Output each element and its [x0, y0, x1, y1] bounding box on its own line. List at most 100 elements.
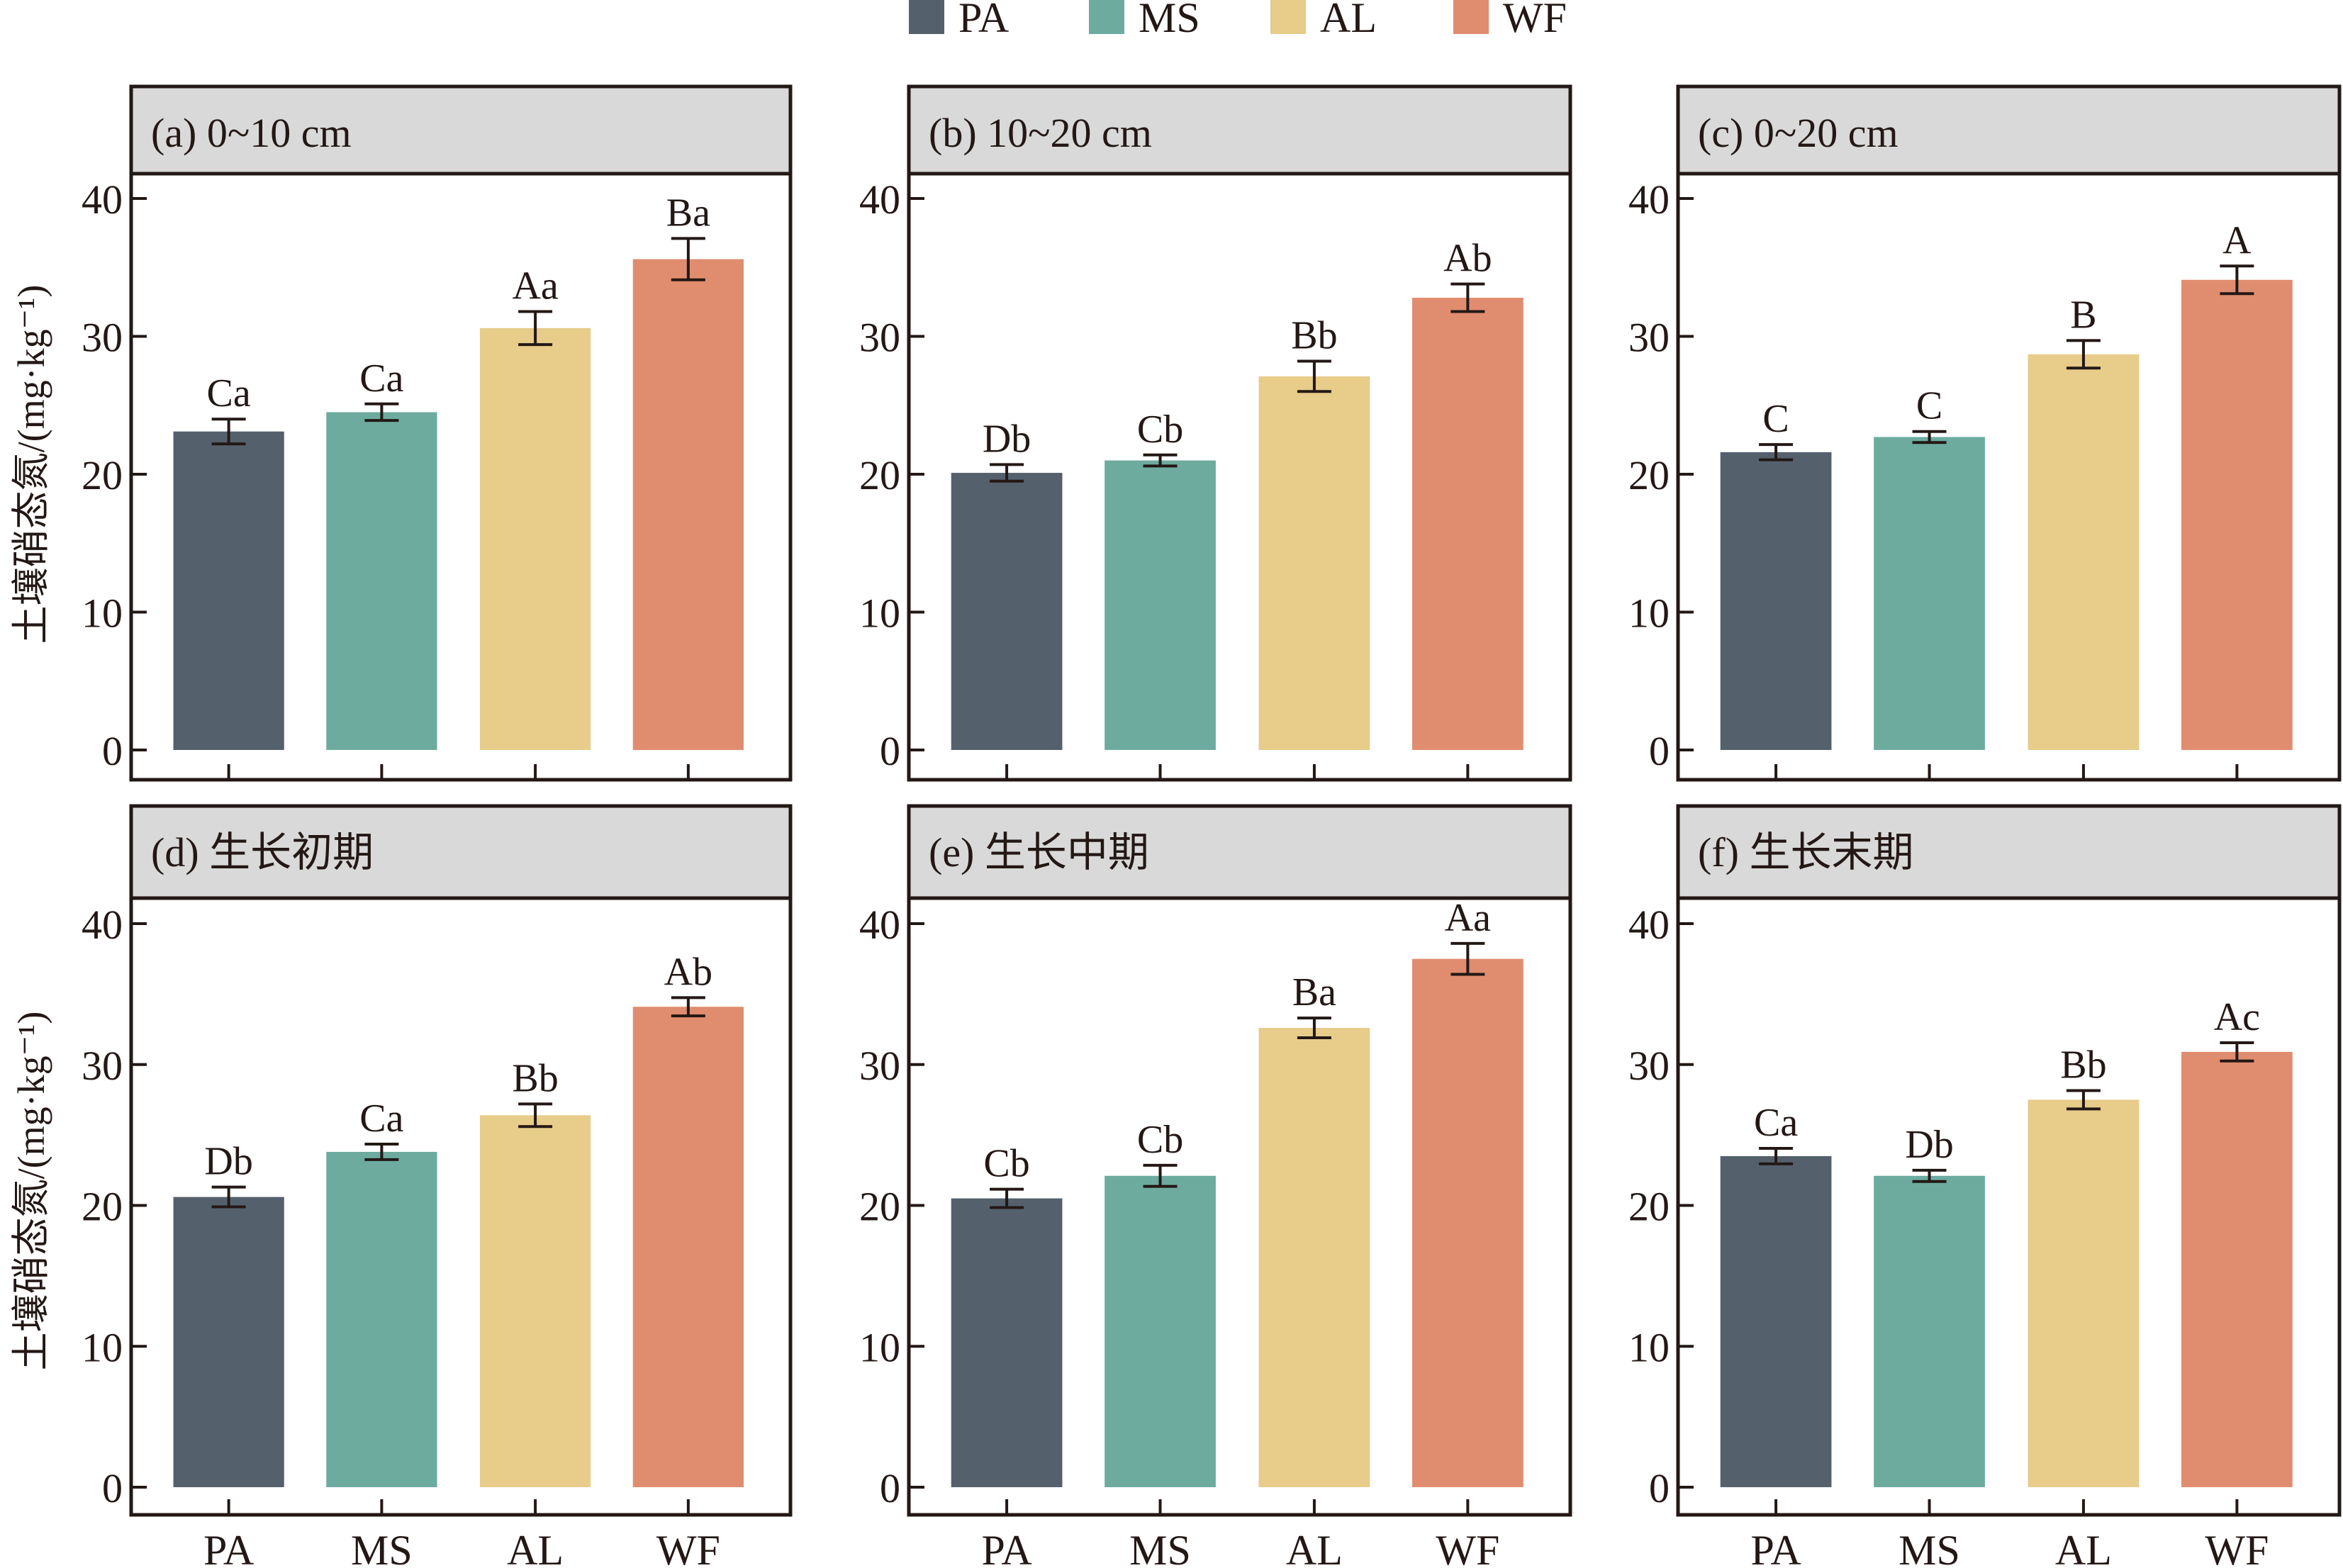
y-axis-title: 土壤硝态氮/(mg·kg⁻¹)	[10, 1012, 52, 1371]
y-tick-label: 10	[82, 590, 123, 637]
plot-frame	[1676, 172, 2342, 782]
bar-pa	[173, 1197, 284, 1487]
significance-label: Cb	[983, 1142, 1029, 1186]
y-tick-label: 30	[82, 315, 123, 361]
significance-label: C	[1916, 384, 1942, 428]
x-tick-label: PA	[981, 1527, 1031, 1568]
y-tick-label: 40	[1628, 177, 1670, 223]
y-tick-label: 20	[859, 452, 900, 498]
bar-wf	[632, 1007, 744, 1487]
bar-ms	[1874, 437, 1985, 750]
y-tick-label: 0	[1649, 728, 1670, 774]
bar-pa	[173, 431, 284, 750]
y-tick-label: 10	[82, 1324, 123, 1370]
bar-al	[479, 1115, 591, 1487]
y-tick-label: 30	[1628, 315, 1670, 361]
panel-strip	[129, 84, 793, 176]
x-tick-label: WF	[1436, 1527, 1499, 1568]
x-tick-label: PA	[1750, 1527, 1801, 1568]
bar-ms	[1105, 1175, 1216, 1487]
legend: PA MS AL WF	[909, 0, 1567, 41]
panel-title: (c) 0~20 cm	[1698, 110, 1899, 156]
bar-pa	[1720, 1155, 1832, 1487]
legend-swatch-wf	[1453, 0, 1489, 34]
panels: (a) 0~10 cm 0 10 20 30 40 Ca Ca Aa Ba (b) 10~20 cm…	[82, 84, 2342, 1568]
legend-swatch-al	[1270, 0, 1306, 34]
panel-title: (b) 10~20 cm	[929, 110, 1152, 156]
significance-label: Db	[204, 1140, 252, 1184]
y-axis-labels: 土壤硝态氮/(mg·kg⁻¹) 土壤硝态氮/(mg·kg⁻¹)	[10, 285, 52, 1371]
y-tick-label: 40	[859, 902, 900, 948]
bar-ms	[1874, 1175, 1985, 1487]
bar-wf	[1412, 298, 1523, 750]
panel-c: (c) 0~20 cm 0 10 20 30 40 C C B A	[1628, 84, 2342, 782]
y-tick-label: 40	[859, 177, 900, 223]
panel-f: (f) 生长末期 0 10 20 30 40 Ca PA Db MS Bb AL Ac WF	[1628, 804, 2342, 1568]
legend-label-ms: MS	[1139, 0, 1200, 41]
significance-label: B	[2070, 293, 2096, 337]
panel-title: (d) 生长初期	[151, 829, 374, 875]
x-tick-label: AL	[1286, 1527, 1343, 1568]
y-tick-label: 40	[82, 177, 123, 223]
x-tick-label: AL	[2055, 1527, 2112, 1568]
legend-label-pa: PA	[958, 0, 1009, 41]
y-tick-label: 0	[1649, 1465, 1670, 1511]
panel-title: (e) 生长中期	[929, 829, 1149, 875]
y-tick-label: 20	[859, 1184, 900, 1230]
bar-al	[479, 327, 591, 751]
significance-label: Cb	[1137, 408, 1183, 452]
panel-strip	[907, 84, 1572, 176]
y-tick-label: 0	[102, 1465, 123, 1511]
bar-wf	[2181, 279, 2293, 750]
bar-wf	[2181, 1051, 2293, 1487]
panel-d: (d) 生长初期 0 10 20 30 40 Db PA Ca MS Bb AL Ab WF	[82, 804, 793, 1568]
panel-title: (a) 0~10 cm	[151, 110, 352, 156]
significance-label: Ab	[664, 950, 712, 994]
panel-e: (e) 生长中期 0 10 20 30 40 Cb PA Cb MS Ba AL Aa WF	[859, 804, 1572, 1568]
legend-label-wf: WF	[1503, 0, 1567, 41]
bar-ms	[326, 1151, 437, 1487]
x-tick-label: MS	[351, 1527, 413, 1568]
y-tick-label: 20	[1628, 452, 1670, 498]
significance-label: Db	[983, 417, 1031, 461]
y-tick-label: 0	[880, 1465, 900, 1511]
bar-pa	[951, 1198, 1063, 1487]
plot-frame	[129, 172, 793, 782]
bar-pa	[951, 473, 1063, 750]
significance-label: Db	[1905, 1123, 1953, 1167]
legend-swatch-ms	[1089, 0, 1124, 34]
legend-label-al: AL	[1320, 0, 1377, 41]
y-tick-label: 30	[859, 1043, 900, 1089]
y-tick-label: 10	[1628, 590, 1670, 637]
significance-label: Ac	[2214, 995, 2260, 1039]
x-tick-label: WF	[656, 1527, 720, 1568]
bar-wf	[1412, 958, 1523, 1487]
y-tick-label: 30	[859, 315, 900, 361]
y-tick-label: 30	[82, 1043, 123, 1089]
x-tick-label: AL	[507, 1527, 564, 1568]
plot-frame	[907, 172, 1572, 782]
x-tick-label: WF	[2205, 1527, 2269, 1568]
y-tick-label: 40	[1628, 902, 1670, 948]
significance-label: Bb	[512, 1056, 558, 1100]
y-tick-label: 0	[102, 728, 123, 774]
panel-b: (b) 10~20 cm 0 10 20 30 40 Db Cb Bb Ab	[859, 84, 1572, 782]
y-tick-label: 30	[1628, 1043, 1670, 1089]
bar-al	[2028, 354, 2140, 750]
y-tick-label: 10	[859, 1324, 900, 1370]
legend-swatch-pa	[909, 0, 944, 34]
significance-label: Cb	[1137, 1118, 1183, 1162]
y-tick-label: 20	[82, 1184, 123, 1230]
significance-label: C	[1762, 397, 1789, 441]
y-tick-label: 10	[859, 590, 900, 637]
significance-label: Ba	[1292, 970, 1336, 1014]
x-tick-label: MS	[1129, 1527, 1191, 1568]
significance-label: Ca	[1754, 1101, 1798, 1145]
significance-label: Aa	[1445, 896, 1491, 940]
bar-wf	[632, 259, 744, 751]
significance-label: Ab	[1443, 237, 1492, 281]
x-tick-label: PA	[203, 1527, 254, 1568]
y-tick-label: 10	[1628, 1324, 1670, 1370]
y-tick-label: 20	[1628, 1184, 1670, 1230]
